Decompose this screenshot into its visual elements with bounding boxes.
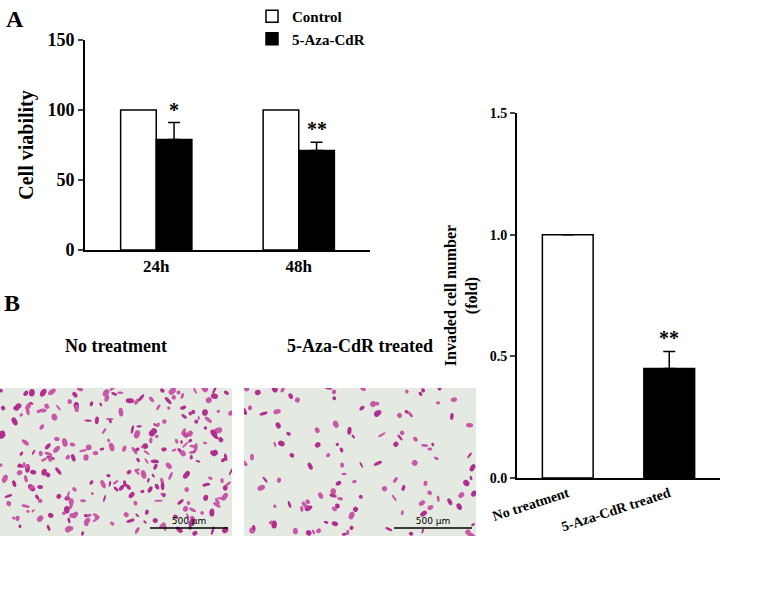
svg-text:100: 100 [47, 100, 74, 120]
svg-text:0.0: 0.0 [490, 471, 508, 486]
svg-text:1.5: 1.5 [490, 106, 508, 121]
svg-text:500 μm: 500 μm [416, 516, 451, 526]
svg-text:5-Aza-CdR treated: 5-Aza-CdR treated [560, 485, 673, 534]
html-text:A: A [6, 6, 24, 32]
svg-text:1.0: 1.0 [490, 228, 508, 243]
html-text:No treatment: No treatment [64, 336, 168, 356]
svg-text:150: 150 [47, 30, 74, 50]
svg-text:5-Aza-CdR: 5-Aza-CdR [292, 32, 365, 48]
svg-text:48h: 48h [286, 257, 313, 276]
svg-text:50: 50 [56, 170, 74, 190]
svg-text:0: 0 [65, 240, 74, 260]
svg-text:**: ** [307, 118, 327, 140]
svg-text:*: * [169, 99, 179, 121]
svg-text:No treatment: No treatment [491, 485, 572, 524]
svg-text:24h: 24h [143, 257, 170, 276]
svg-text:0.5: 0.5 [490, 349, 508, 364]
svg-text:500 μm: 500 μm [172, 516, 207, 526]
svg-text:Invaded cell number(fold): Invaded cell number(fold) [442, 225, 481, 366]
html-text:5-Aza-CdR treated: 5-Aza-CdR treated [286, 336, 434, 356]
svg-text:Control: Control [292, 9, 342, 25]
svg-text:**: ** [659, 327, 679, 349]
svg-text:Cell viability: Cell viability [15, 90, 38, 199]
html-text:B: B [4, 290, 20, 316]
